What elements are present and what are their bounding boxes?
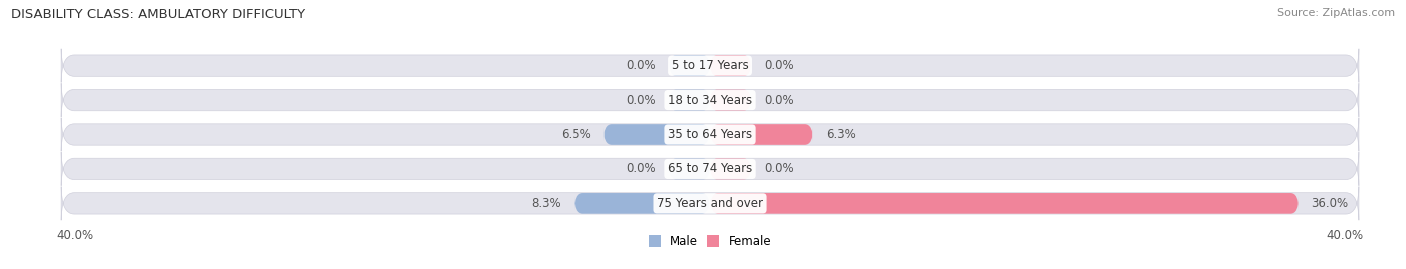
Text: DISABILITY CLASS: AMBULATORY DIFFICULTY: DISABILITY CLASS: AMBULATORY DIFFICULTY xyxy=(11,8,305,21)
Text: 40.0%: 40.0% xyxy=(1327,229,1364,242)
Text: 5 to 17 Years: 5 to 17 Years xyxy=(672,59,748,72)
FancyBboxPatch shape xyxy=(669,90,710,110)
Legend: Male, Female: Male, Female xyxy=(644,230,776,253)
Text: Source: ZipAtlas.com: Source: ZipAtlas.com xyxy=(1277,8,1395,18)
FancyBboxPatch shape xyxy=(710,193,1299,214)
FancyBboxPatch shape xyxy=(669,55,710,76)
Text: 18 to 34 Years: 18 to 34 Years xyxy=(668,94,752,107)
Text: 0.0%: 0.0% xyxy=(627,94,657,107)
FancyBboxPatch shape xyxy=(60,83,1360,117)
Text: 6.5%: 6.5% xyxy=(561,128,591,141)
FancyBboxPatch shape xyxy=(710,55,751,76)
Text: 35 to 64 Years: 35 to 64 Years xyxy=(668,128,752,141)
FancyBboxPatch shape xyxy=(710,159,751,179)
Text: 40.0%: 40.0% xyxy=(56,229,93,242)
Text: 36.0%: 36.0% xyxy=(1312,197,1348,210)
Text: 0.0%: 0.0% xyxy=(763,94,793,107)
FancyBboxPatch shape xyxy=(603,124,710,145)
Text: 0.0%: 0.0% xyxy=(763,59,793,72)
Text: 65 to 74 Years: 65 to 74 Years xyxy=(668,162,752,175)
Text: 8.3%: 8.3% xyxy=(531,197,561,210)
FancyBboxPatch shape xyxy=(60,49,1360,83)
FancyBboxPatch shape xyxy=(710,124,813,145)
FancyBboxPatch shape xyxy=(710,90,751,110)
FancyBboxPatch shape xyxy=(575,193,710,214)
Text: 6.3%: 6.3% xyxy=(827,128,856,141)
Text: 0.0%: 0.0% xyxy=(627,59,657,72)
FancyBboxPatch shape xyxy=(60,118,1360,151)
FancyBboxPatch shape xyxy=(60,186,1360,220)
Text: 0.0%: 0.0% xyxy=(763,162,793,175)
FancyBboxPatch shape xyxy=(669,159,710,179)
Text: 75 Years and over: 75 Years and over xyxy=(657,197,763,210)
FancyBboxPatch shape xyxy=(60,152,1360,186)
Text: 0.0%: 0.0% xyxy=(627,162,657,175)
